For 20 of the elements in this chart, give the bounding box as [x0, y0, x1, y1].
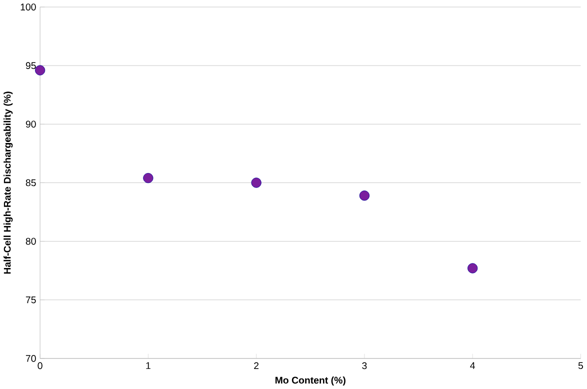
- x-tick-label: 2: [254, 362, 259, 369]
- x-axis-title: Mo Content (%): [275, 376, 346, 386]
- x-tick-label: 3: [362, 362, 367, 370]
- y-tick-label: 85: [26, 179, 36, 186]
- y-axis-title: Half-Cell High-Rate Dischargeability (%): [4, 92, 13, 274]
- point: [359, 190, 370, 201]
- point: [34, 65, 46, 76]
- y-tick-label: 75: [26, 296, 36, 304]
- point: [468, 263, 478, 274]
- y-tick-label: 70: [26, 354, 36, 362]
- x-tick-label: 4: [470, 362, 475, 369]
- y-tick-label: 90: [26, 120, 36, 128]
- y-tick-label: 95: [26, 62, 36, 69]
- y-tick-label: 80: [26, 238, 36, 245]
- y-tick-label: 100: [20, 4, 36, 10]
- x-tick-label: 5: [578, 362, 583, 369]
- x-tick-label: 0: [38, 362, 42, 370]
- x-tick-label: 1: [146, 362, 150, 369]
- point: [143, 172, 154, 184]
- point: [251, 178, 262, 188]
